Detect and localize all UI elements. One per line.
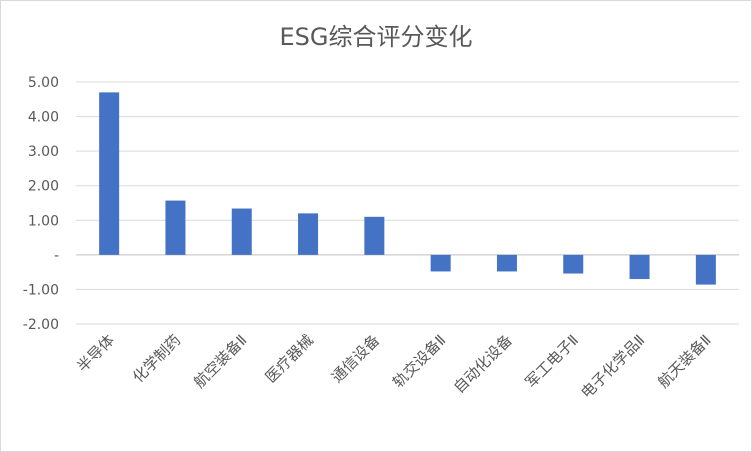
x-tick-label: 化学制药 [129,331,184,386]
x-tick-label: 自动化设备 [450,331,516,397]
bar [165,200,186,255]
y-tick-label: 1.00 [28,213,59,229]
bar [298,213,319,255]
bar [695,254,716,285]
bar [364,216,385,255]
x-tick-label: 电子化学品Ⅱ [577,331,648,402]
y-tick-label: -2.00 [23,317,59,333]
bar [99,92,120,255]
y-tick-label: -1.00 [23,282,59,298]
x-tick-label: 军工电子Ⅱ [522,331,582,391]
y-tick-label: 5.00 [28,75,59,91]
bar [563,254,584,274]
bar [629,254,650,280]
x-tick-label: 半导体 [73,331,118,376]
x-tick-label: 通信设备 [328,331,383,386]
x-tick-label: 航天装备Ⅱ [654,331,714,391]
bar [430,254,451,272]
x-tick-label: 航空装备Ⅱ [190,331,250,391]
y-tick-label: 4.00 [28,110,59,126]
bar [231,208,252,255]
y-tick-label: 3.00 [28,144,59,160]
x-tick-label: 轨交设备Ⅱ [389,331,449,391]
bar [496,254,517,272]
x-tick-label: 医疗器械 [262,331,317,386]
chart-title: ESG综合评分变化 [280,23,473,51]
y-tick-label: - [54,248,59,264]
y-tick-label: 2.00 [28,179,59,195]
